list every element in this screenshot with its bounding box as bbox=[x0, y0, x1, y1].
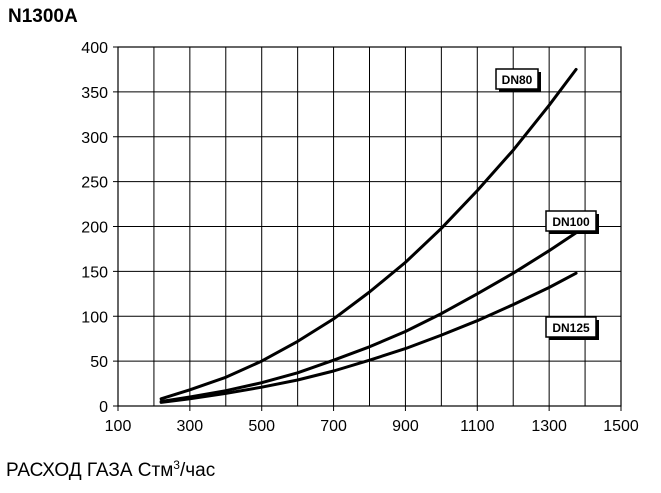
series-label-box bbox=[545, 316, 597, 338]
series-line-dn80 bbox=[159, 67, 578, 401]
x-axis-label-suffix: /час bbox=[179, 460, 216, 481]
x-tick-label: 300 bbox=[177, 418, 204, 435]
y-tick-label: 200 bbox=[81, 220, 108, 237]
series-label-dn125: DN125 bbox=[552, 321, 590, 335]
series-label-dn100: DN100 bbox=[552, 215, 590, 229]
series-label-dn80: DN80 bbox=[502, 73, 533, 87]
y-tick-label: 300 bbox=[81, 130, 108, 147]
x-tick-label: 1300 bbox=[531, 418, 567, 435]
x-axis-label-superscript: 3 bbox=[173, 458, 180, 472]
y-tick-label: 0 bbox=[99, 399, 108, 416]
x-tick-label: 900 bbox=[392, 418, 419, 435]
x-tick-label: 1500 bbox=[603, 418, 639, 435]
y-tick-label: 150 bbox=[81, 264, 108, 281]
y-tick-label: 350 bbox=[81, 85, 108, 102]
y-tick-label: 50 bbox=[90, 354, 108, 371]
y-tick-label: 400 bbox=[81, 40, 108, 57]
y-tick-label: 100 bbox=[81, 309, 108, 326]
series-line-dn100 bbox=[159, 231, 578, 403]
x-tick-label: 700 bbox=[320, 418, 347, 435]
x-tick-label: 500 bbox=[248, 418, 275, 435]
x-axis-label-prefix: РАСХОД ГАЗА Стм bbox=[6, 460, 174, 481]
x-tick-label: 1100 bbox=[460, 418, 495, 435]
y-tick-label: 250 bbox=[81, 175, 108, 192]
x-tick-label: 100 bbox=[105, 418, 132, 435]
series-label-box bbox=[495, 68, 539, 90]
chart-title: N1300A bbox=[8, 6, 78, 27]
series-line-dn125 bbox=[159, 271, 578, 404]
series-label-box bbox=[545, 210, 597, 232]
x-axis-label: РАСХОД ГАЗА Стм3/час bbox=[6, 458, 215, 482]
